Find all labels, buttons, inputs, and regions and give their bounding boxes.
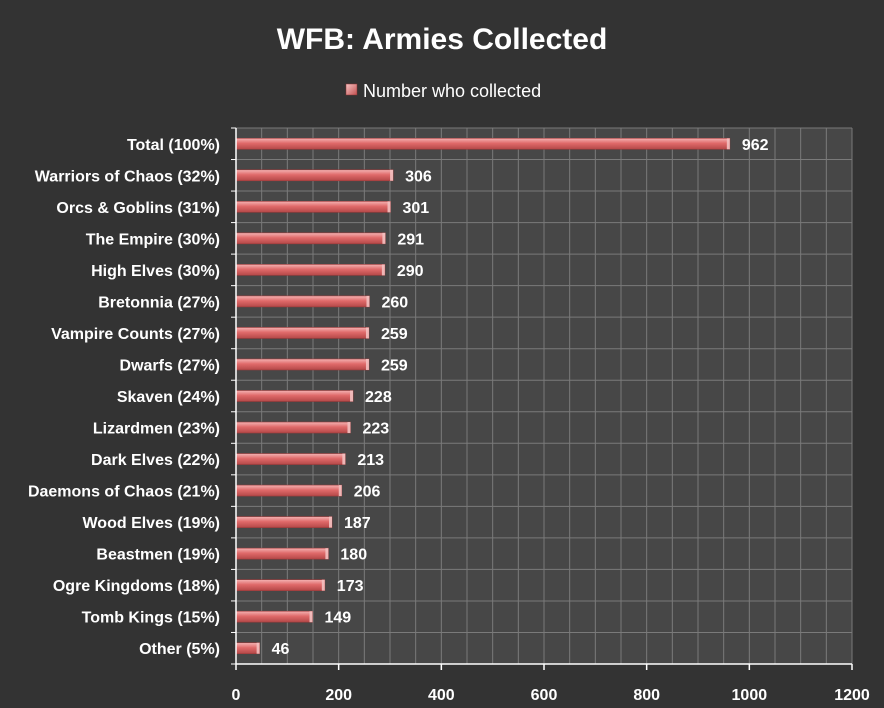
bar xyxy=(235,642,260,655)
value-label: 259 xyxy=(381,357,408,374)
bar xyxy=(235,421,351,434)
bar-end-cap xyxy=(321,579,325,591)
x-tick-label: 200 xyxy=(325,687,352,704)
plot-area: Total (100%) 962 Warriors of Chaos (32%) 30… xyxy=(28,127,870,704)
bar xyxy=(235,137,731,150)
bar xyxy=(235,484,343,497)
category-label: The Empire (30%) xyxy=(86,231,220,248)
bar-end-cap xyxy=(342,453,346,465)
bar-end-cap xyxy=(365,327,369,339)
x-tick-label: 0 xyxy=(232,687,241,704)
category-label: Dark Elves (22%) xyxy=(91,452,220,469)
category-label: Bretonnia (27%) xyxy=(98,294,220,311)
bar-end-cap xyxy=(387,201,391,213)
value-label: 306 xyxy=(405,168,432,185)
bar-end-cap xyxy=(726,138,730,150)
value-label: 228 xyxy=(365,389,392,406)
category-label: Lizardmen (23%) xyxy=(93,421,220,438)
bar-end-cap xyxy=(381,264,385,276)
value-label: 291 xyxy=(397,231,424,248)
bar xyxy=(235,516,333,528)
x-tick-label: 1000 xyxy=(732,687,768,704)
bar-end-cap xyxy=(328,516,332,528)
value-label: 187 xyxy=(344,515,371,532)
category-label: Vampire Counts (27%) xyxy=(51,326,220,343)
bar xyxy=(235,579,326,591)
legend-label: Number who collected xyxy=(363,81,541,101)
value-label: 301 xyxy=(403,200,430,217)
bar xyxy=(235,295,370,308)
category-label: Warriors of Chaos (32%) xyxy=(35,168,220,185)
x-tick-label: 1200 xyxy=(834,687,870,704)
x-tick-label: 800 xyxy=(633,687,660,704)
category-label: Dwarfs (27%) xyxy=(120,357,220,374)
value-label: 290 xyxy=(397,263,424,280)
category-label: Other (5%) xyxy=(139,641,220,658)
bar-end-cap xyxy=(350,390,354,402)
x-tick-label: 400 xyxy=(428,687,455,704)
value-label: 260 xyxy=(381,294,408,311)
value-label: 180 xyxy=(340,547,367,564)
bar-end-cap xyxy=(309,611,313,623)
bar-end-cap xyxy=(347,422,351,434)
category-label: Ogre Kingdoms (18%) xyxy=(53,578,220,595)
category-label: High Elves (30%) xyxy=(91,263,220,280)
x-tick-label: 600 xyxy=(531,687,558,704)
legend-swatch xyxy=(345,83,358,96)
bar xyxy=(235,358,370,371)
value-label: 149 xyxy=(324,610,351,627)
chart-title: WFB: Armies Collected xyxy=(277,23,608,56)
bar-end-cap xyxy=(366,295,370,307)
category-label: Tomb Kings (15%) xyxy=(82,610,220,627)
legend: Number who collected xyxy=(345,81,541,101)
value-label: 173 xyxy=(337,578,364,595)
bar xyxy=(235,327,370,339)
bar xyxy=(235,610,313,623)
bar xyxy=(235,547,329,560)
bar-end-cap xyxy=(365,358,369,370)
bar-end-cap xyxy=(338,485,342,497)
bar-end-cap xyxy=(325,548,329,560)
value-label: 213 xyxy=(357,452,384,469)
category-label: Beastmen (19%) xyxy=(96,547,220,564)
value-label: 206 xyxy=(354,484,381,501)
value-label: 223 xyxy=(362,421,389,438)
category-label: Total (100%) xyxy=(127,137,220,154)
bar xyxy=(235,201,391,213)
bar xyxy=(235,232,386,245)
category-label: Orcs & Goblins (31%) xyxy=(56,200,220,217)
bar xyxy=(235,264,386,276)
bar xyxy=(235,390,354,402)
value-label: 962 xyxy=(742,137,769,154)
category-label: Wood Elves (19%) xyxy=(82,515,220,532)
category-label: Skaven (24%) xyxy=(117,389,220,406)
bar-end-cap xyxy=(390,169,394,181)
bar xyxy=(235,453,346,465)
bar-end-cap xyxy=(382,232,386,244)
value-label: 259 xyxy=(381,326,408,343)
bar xyxy=(235,169,394,182)
bar-end-cap xyxy=(256,642,260,654)
value-label: 46 xyxy=(272,641,290,658)
category-label: Daemons of Chaos (21%) xyxy=(28,484,220,501)
